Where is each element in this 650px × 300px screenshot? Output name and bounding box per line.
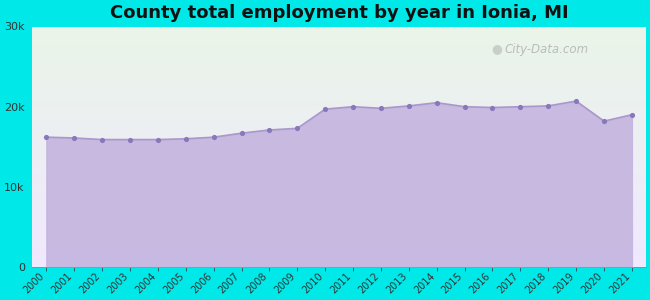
Point [209,135,219,140]
Point [376,106,386,111]
Point [69,136,79,140]
Title: County total employment by year in Ionia, MI: County total employment by year in Ionia… [110,4,569,22]
Point [97,137,107,142]
Point [543,103,553,108]
Point [41,135,51,140]
Point [432,100,442,105]
Point [125,137,135,142]
Text: City-Data.com: City-Data.com [505,43,589,56]
Point [237,131,247,136]
Point [153,137,163,142]
Point [292,126,302,131]
Point [181,136,191,141]
Point [460,104,470,109]
Point [515,104,526,109]
Point [320,107,330,112]
Point [599,119,609,124]
Point [404,103,414,108]
Point [488,105,498,110]
Point [571,99,581,103]
Point [348,104,358,109]
Text: ●: ● [491,42,502,55]
Point [265,128,275,132]
Point [627,112,637,117]
